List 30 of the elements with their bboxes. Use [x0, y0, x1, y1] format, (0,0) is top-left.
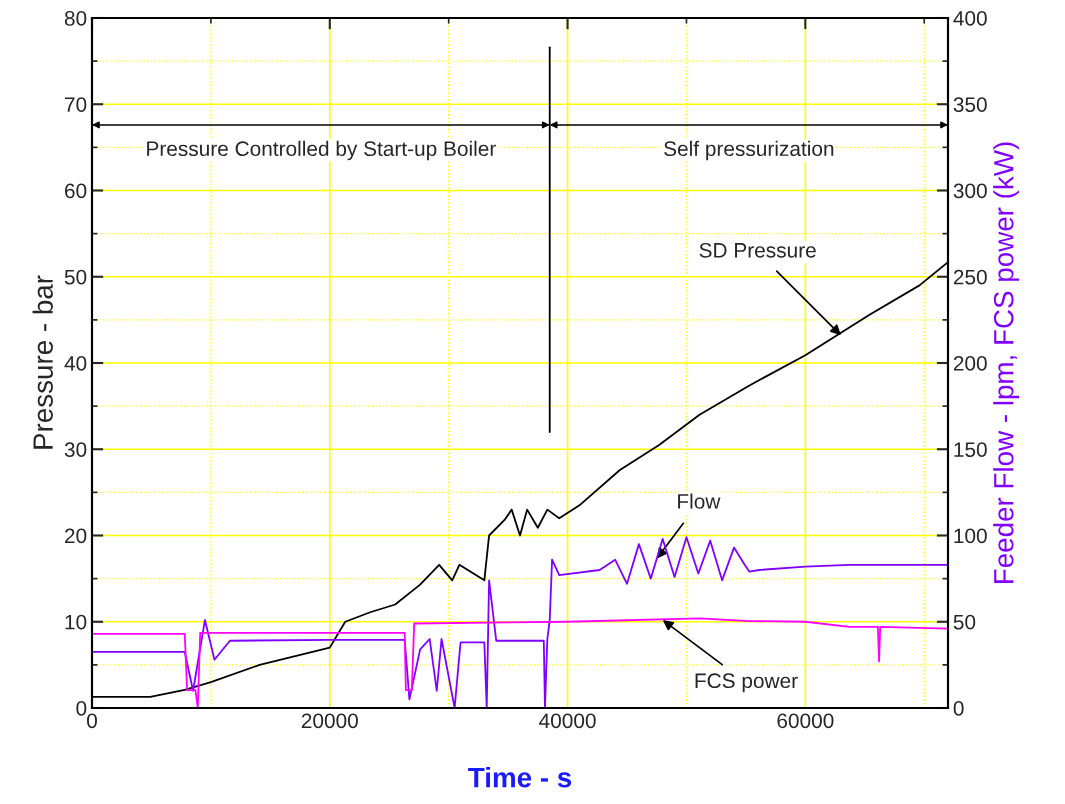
y2-tick-label: 350 — [953, 97, 987, 112]
y2-tick-label: 150 — [954, 442, 987, 457]
x-tick-label: 0 — [87, 713, 97, 729]
x-tick-label: 60000 — [777, 713, 834, 729]
y2-tick-label: 250 — [953, 269, 987, 285]
y-tick-label: 50 — [64, 269, 87, 285]
y-tick-label: 40 — [64, 356, 87, 371]
y-tick-label: 30 — [64, 442, 87, 457]
y2-tick-label: 200 — [953, 356, 987, 371]
y2-axis-title: Feeder Flow - lpm, FCS power (kW) — [993, 142, 1020, 583]
annotation: SD Pressure — [699, 242, 816, 258]
y-tick-label: 0 — [76, 701, 87, 716]
annotation: Flow — [678, 493, 721, 509]
y2-tick-label: 0 — [953, 701, 964, 716]
y2-tick-label: 50 — [953, 614, 976, 630]
y-tick-label: 70 — [65, 97, 87, 112]
annotation: Self pressurization — [664, 140, 834, 161]
y-tick-label: 20 — [65, 528, 87, 544]
y-axis-title: Pressure - bar — [32, 275, 53, 449]
y2-tick-label: 100 — [954, 528, 987, 544]
annotation: FCS power — [695, 673, 798, 693]
y-tick-label: 60 — [65, 183, 87, 199]
x-tick-label: 20000 — [301, 713, 358, 729]
x-tick-label: 40000 — [539, 713, 596, 729]
annotation: Pressure Controlled by Start-up Boiler — [147, 140, 496, 161]
x-axis-title: Time - s — [468, 767, 572, 788]
y2-tick-label: 400 — [953, 11, 987, 26]
y2-tick-label: 300 — [953, 183, 987, 199]
y-tick-label: 80 — [64, 11, 87, 26]
y-tick-label: 10 — [65, 614, 87, 630]
